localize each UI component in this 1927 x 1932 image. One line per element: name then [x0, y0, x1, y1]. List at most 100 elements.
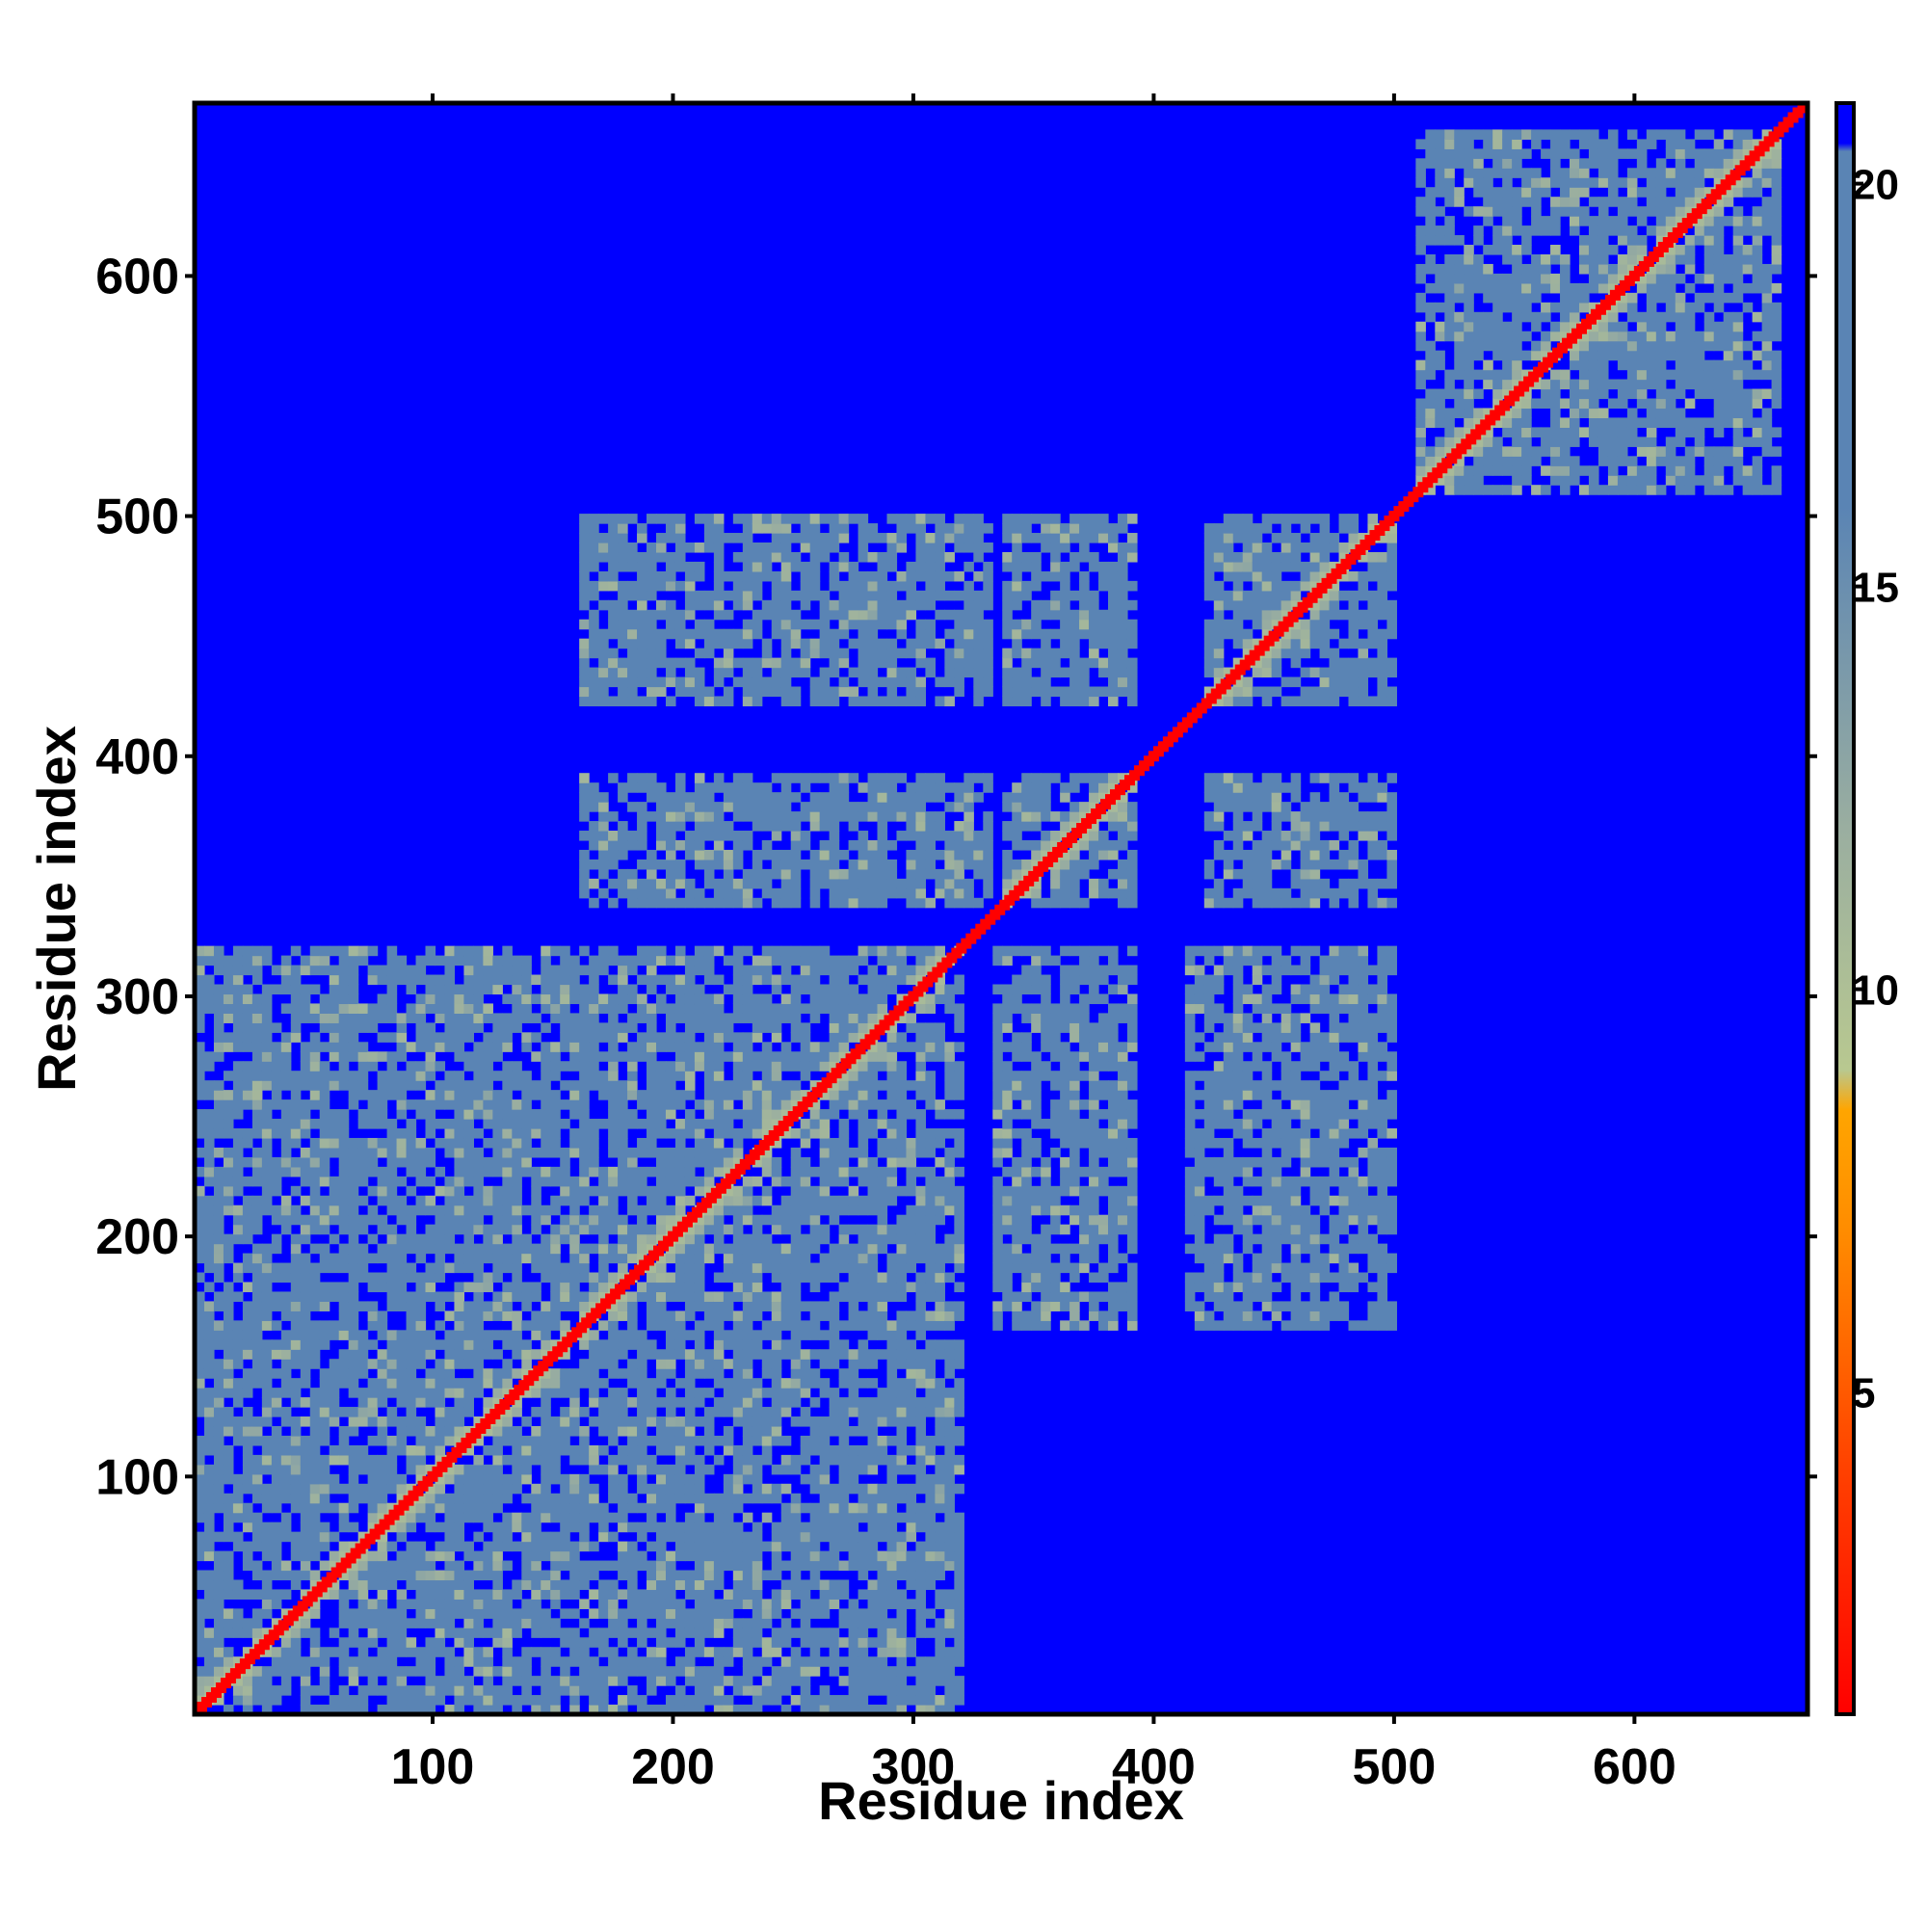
heatmap-cell — [204, 946, 215, 957]
heatmap-cell — [473, 1359, 484, 1369]
heatmap-cell — [637, 1138, 647, 1149]
heatmap-cell — [358, 1196, 369, 1206]
heatmap-cell — [425, 1099, 436, 1110]
heatmap-cell — [724, 1484, 734, 1495]
heatmap-cell — [407, 1445, 417, 1456]
heatmap-cell — [483, 1099, 493, 1110]
heatmap-cell — [801, 1561, 811, 1572]
heatmap-cell — [627, 1148, 638, 1158]
heatmap-cell — [204, 1301, 215, 1311]
heatmap-cell — [762, 1513, 773, 1523]
heatmap-cell — [579, 571, 590, 582]
heatmap-cell — [310, 1167, 321, 1178]
heatmap-cell — [627, 1177, 638, 1187]
heatmap-cell — [820, 600, 831, 611]
heatmap-cell — [647, 1628, 657, 1638]
heatmap-cell — [512, 1080, 522, 1091]
heatmap-cell — [541, 1494, 551, 1504]
heatmap-cell — [531, 1310, 541, 1321]
heatmap-cell — [839, 600, 850, 611]
heatmap-cell — [608, 1244, 619, 1255]
heatmap-cell — [416, 1282, 427, 1292]
heatmap-cell — [454, 1628, 464, 1638]
heatmap-cell — [752, 610, 763, 621]
heatmap-cell — [695, 1186, 705, 1197]
heatmap-cell — [444, 1666, 455, 1677]
heatmap-cell — [598, 1359, 609, 1369]
heatmap-cell — [397, 1157, 408, 1168]
heatmap-cell — [598, 792, 609, 803]
heatmap-cell — [675, 946, 686, 957]
heatmap-cell — [204, 1349, 215, 1360]
heatmap-cell — [714, 1666, 725, 1677]
heatmap-cell — [839, 1368, 850, 1379]
heatmap-cell — [349, 1157, 359, 1168]
heatmap-cell — [473, 1215, 484, 1226]
heatmap-cell — [473, 1186, 484, 1197]
heatmap-cell — [839, 562, 850, 572]
heatmap-cell — [752, 956, 763, 966]
heatmap-cell — [368, 1455, 379, 1466]
heatmap-cell — [589, 1637, 599, 1648]
heatmap-cell — [724, 1119, 734, 1129]
heatmap-cell — [589, 1225, 599, 1235]
heatmap-cell — [224, 1186, 234, 1197]
heatmap-cell — [830, 1320, 840, 1331]
heatmap-cell — [820, 1109, 831, 1120]
heatmap-cell — [743, 533, 753, 543]
heatmap-cell — [291, 1128, 302, 1139]
heatmap-cell — [762, 648, 773, 659]
heatmap-cell — [656, 802, 667, 812]
heatmap-cell — [349, 1666, 359, 1677]
heatmap-cell — [349, 1484, 359, 1495]
heatmap-cell — [204, 1474, 215, 1485]
heatmap-cell — [416, 1196, 427, 1206]
heatmap-cell — [685, 888, 696, 899]
heatmap-cell — [714, 1244, 725, 1255]
heatmap-cell — [695, 1589, 705, 1600]
heatmap-cell — [839, 1099, 850, 1110]
heatmap-cell — [743, 571, 753, 582]
heatmap-cell — [704, 1215, 715, 1226]
heatmap-cell — [772, 1080, 782, 1091]
heatmap-cell — [598, 1416, 609, 1427]
heatmap-cell — [483, 1628, 493, 1638]
heatmap-cell — [560, 1513, 570, 1523]
heatmap-cell — [243, 1436, 253, 1446]
heatmap-cell — [724, 1359, 734, 1369]
heatmap-cell — [762, 840, 773, 851]
heatmap-cell — [397, 1416, 408, 1427]
heatmap-cell — [743, 523, 753, 534]
heatmap-cell — [435, 1003, 445, 1014]
heatmap-cell — [233, 1542, 244, 1552]
heatmap-cell — [301, 1215, 311, 1226]
heatmap-cell — [339, 1445, 350, 1456]
heatmap-cell — [310, 1532, 321, 1543]
heatmap-cell — [435, 1254, 445, 1264]
heatmap-cell — [454, 1426, 464, 1437]
heatmap-cell — [839, 1407, 850, 1417]
heatmap-cell — [598, 514, 609, 524]
heatmap-cell — [416, 956, 427, 966]
heatmap-cell — [310, 1330, 321, 1340]
heatmap-cell — [801, 1685, 811, 1696]
heatmap-cell — [589, 1128, 599, 1139]
heatmap-cell — [695, 1618, 705, 1628]
heatmap-cell — [214, 1244, 224, 1255]
heatmap-cell — [839, 1695, 850, 1706]
heatmap-cell — [627, 1301, 638, 1311]
heatmap-cell — [791, 1061, 802, 1072]
heatmap-cell — [454, 1138, 464, 1149]
heatmap-cell — [387, 1196, 398, 1206]
heatmap-cell — [733, 1196, 744, 1206]
heatmap-cell — [743, 1234, 753, 1245]
heatmap-cell — [444, 1099, 455, 1110]
heatmap-cell — [704, 1532, 715, 1543]
heatmap-cell — [685, 591, 696, 601]
heatmap-cell — [647, 1542, 657, 1552]
heatmap-cell — [521, 1676, 532, 1686]
heatmap-cell — [454, 1397, 464, 1408]
heatmap-cell — [733, 1647, 744, 1657]
heatmap-cell — [214, 1599, 224, 1609]
heatmap-cell — [656, 821, 667, 832]
